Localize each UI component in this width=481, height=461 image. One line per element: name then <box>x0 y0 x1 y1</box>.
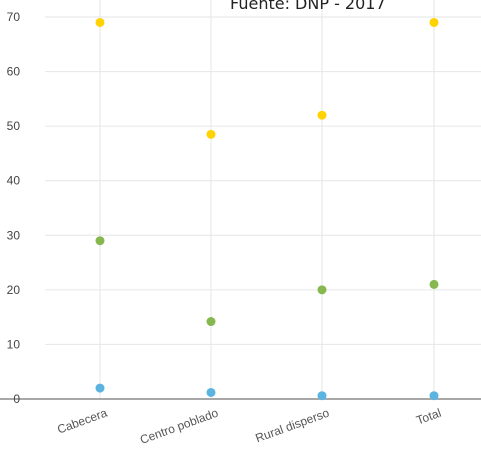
data-point-series-1[interactable] <box>206 129 216 139</box>
y-tick-label: 10 <box>7 337 21 351</box>
y-tick-label: 50 <box>7 119 21 133</box>
source-note: Fuente: DNP - 2017 <box>230 0 386 13</box>
data-point-series-3[interactable] <box>95 383 105 393</box>
data-points <box>95 17 439 401</box>
data-point-series-2[interactable] <box>206 317 216 327</box>
y-axis-tick-labels: 0 10 20 30 40 50 60 70 <box>7 10 21 406</box>
data-point-series-1[interactable] <box>317 110 327 120</box>
y-tick-label: 70 <box>7 10 21 24</box>
x-tick-label: Total <box>414 406 443 428</box>
vertical-gridlines <box>99 0 435 399</box>
data-point-series-3[interactable] <box>317 391 327 401</box>
horizontal-gridlines <box>45 16 481 345</box>
x-tick-label: Cabecera <box>55 406 109 437</box>
data-point-series-2[interactable] <box>95 236 105 246</box>
y-tick-label: 20 <box>7 283 21 297</box>
y-tick-label: 60 <box>7 65 21 79</box>
y-tick-label: 30 <box>7 228 21 242</box>
x-tick-label: Rural disperso <box>254 406 332 446</box>
data-point-series-3[interactable] <box>206 387 216 397</box>
x-tick-label: Centro poblado <box>138 406 220 447</box>
x-axis-tick-labels: Cabecera Centro poblado Rural disperso Tota… <box>55 406 443 447</box>
y-tick-label: 40 <box>7 174 21 188</box>
data-point-series-1[interactable] <box>429 17 439 27</box>
data-point-series-1[interactable] <box>95 17 105 27</box>
data-point-series-2[interactable] <box>317 285 327 295</box>
data-point-series-3[interactable] <box>429 391 439 401</box>
data-point-series-2[interactable] <box>429 279 439 289</box>
y-tick-label: 0 <box>13 392 20 406</box>
